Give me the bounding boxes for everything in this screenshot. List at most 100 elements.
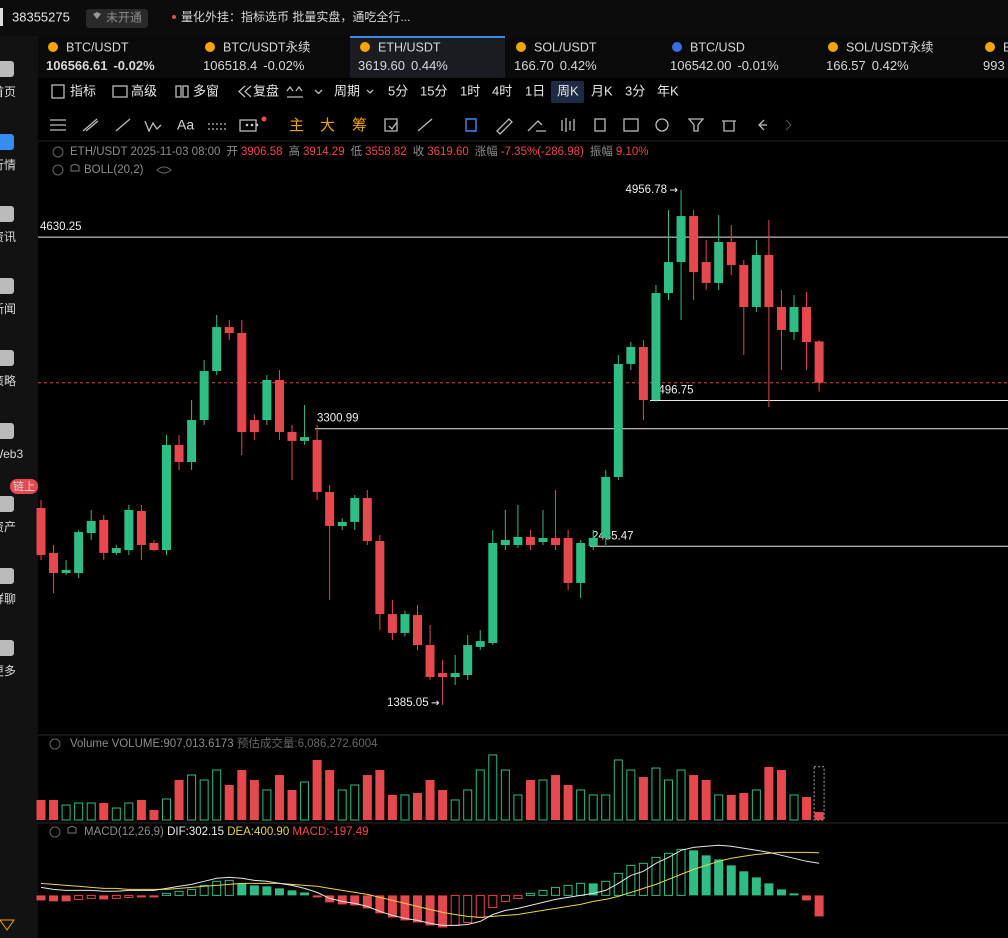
tool-button[interactable]: 高级 [131, 83, 157, 98]
sidebar-label[interactable]: 资产 [0, 520, 16, 534]
ticker-price[interactable]: 166.70 0.42% [514, 58, 597, 73]
note-icon[interactable] [623, 118, 639, 132]
overlay-button[interactable]: 筹 [352, 117, 367, 134]
bars-icon[interactable] [561, 118, 575, 132]
interval-button[interactable]: 3分 [625, 83, 645, 98]
interval-button[interactable]: 15分 [420, 83, 447, 98]
copy-icon[interactable] [465, 118, 477, 132]
sync-icon[interactable] [384, 118, 398, 132]
sidebar-label[interactable]: 更多 [0, 664, 16, 678]
sidebar-label[interactable]: 策略 [0, 373, 16, 388]
candle-body [86, 520, 96, 534]
macd-bar [312, 895, 322, 898]
ticker-price[interactable]: 106542.00 -0.01% [670, 58, 779, 73]
sidebar-label[interactable]: 行情 [0, 158, 16, 172]
eye-icon[interactable] [156, 166, 172, 174]
collapse-icon[interactable] [49, 826, 61, 838]
menu-icon[interactable] [50, 119, 66, 131]
filter-icon[interactable] [687, 118, 705, 132]
ticker-price[interactable]: 3619.60 0.44% [358, 58, 448, 73]
sidebar-icon[interactable] [0, 278, 14, 294]
ticker-price[interactable]: 106566.61 -0.02% [46, 58, 155, 73]
candle-body [475, 641, 485, 647]
ticker-name[interactable]: BTC/USDT永续 [223, 40, 311, 54]
ticker-price[interactable]: 166.57 0.42% [826, 58, 909, 73]
interval-button[interactable]: 5分 [388, 83, 408, 98]
interval-button[interactable]: 周K [557, 83, 579, 98]
wave-icon[interactable] [144, 120, 162, 133]
ray-icon[interactable] [115, 118, 131, 132]
sidebar-icon[interactable] [0, 496, 14, 512]
chevron[interactable] [366, 89, 374, 94]
macd-bar [500, 894, 510, 902]
candle-body [588, 537, 598, 547]
candle-body [387, 614, 397, 633]
measure-icon[interactable] [208, 123, 226, 130]
badge-bg[interactable] [86, 9, 148, 28]
volume-bar [387, 794, 397, 820]
sidebar-label[interactable]: Web3 [0, 447, 23, 461]
redo-icon[interactable] [785, 119, 792, 131]
volume-bar [664, 779, 673, 821]
sidebar-icon[interactable] [0, 206, 14, 222]
ticker-price[interactable]: 106518.4 -0.02% [203, 58, 305, 73]
sidebar-label[interactable]: 首页 [0, 85, 16, 99]
candle-body [274, 379, 284, 433]
volume-bar [86, 802, 96, 821]
macd-bar [325, 895, 335, 903]
field-key: 振幅 [590, 144, 613, 158]
interval-button[interactable]: 1日 [525, 83, 545, 98]
interval-button[interactable]: 4时 [492, 83, 512, 98]
ticker-name[interactable]: BTC/USDT [66, 40, 129, 54]
sidebar-icon[interactable] [0, 640, 14, 656]
volume-bar [751, 789, 761, 821]
macd-bar [174, 890, 184, 896]
sidebar-label[interactable]: 资讯 [0, 230, 16, 244]
sidebar-label[interactable]: 群聊 [0, 592, 16, 606]
interval-button[interactable]: 月K [591, 83, 613, 98]
interval-button[interactable]: 1时 [460, 83, 480, 98]
ticker-name[interactable]: B [1003, 40, 1008, 54]
sidebar-label[interactable]: 新闻 [0, 301, 16, 316]
tool-button[interactable]: 多窗 [193, 83, 219, 98]
ticker-name[interactable]: SOL/USDT永续 [846, 40, 934, 54]
period-button[interactable]: 周期 [334, 83, 360, 98]
volume-header: Volume VOLUME:907,013.6173 预估成交量:6,086,2… [70, 736, 378, 750]
ticker-price[interactable]: 993 [983, 58, 1005, 73]
line-icon[interactable] [82, 118, 99, 132]
undo-icon[interactable] [758, 119, 767, 131]
candle-body [199, 371, 209, 421]
sidebar-icon[interactable] [0, 568, 14, 584]
eraser-icon[interactable] [417, 118, 433, 132]
sidebar-icon[interactable] [0, 423, 14, 439]
tool-button[interactable]: 指标 [70, 83, 96, 98]
ticker-name[interactable]: SOL/USDT [534, 40, 597, 54]
interval-button[interactable]: 年K [657, 83, 679, 98]
text-tool[interactable]: Aa [177, 117, 194, 133]
ruler-icon[interactable] [496, 118, 513, 135]
collapse-icon[interactable] [52, 146, 64, 158]
trash-icon[interactable] [722, 120, 736, 132]
notice-text[interactable]: 量化外挂：指标选币 批量实盘，通吃全行... [181, 9, 410, 24]
candle-body [300, 437, 310, 441]
chevron[interactable] [314, 89, 323, 95]
drawing-toolbar: Aa [50, 116, 792, 135]
overlay-button[interactable]: 大 [320, 117, 335, 134]
collapse-icon[interactable] [52, 164, 64, 176]
collapse-icon[interactable] [49, 738, 61, 750]
volume-bar [714, 794, 724, 821]
sidebar-icon[interactable] [0, 61, 14, 77]
overlay-button[interactable]: 主 [289, 117, 304, 134]
magnet-icon[interactable] [655, 118, 669, 132]
ticker-name[interactable]: ETH/USDT [378, 40, 441, 54]
candle-body [136, 511, 146, 546]
vip-badge[interactable]: 未开通 [106, 11, 142, 25]
sidebar-icon[interactable] [0, 350, 14, 366]
tool-button[interactable]: 复盘 [253, 83, 279, 98]
ticker-name[interactable]: BTC/USD [690, 40, 745, 54]
candle-body [162, 444, 171, 551]
volume-bar [136, 799, 146, 820]
brush-icon[interactable] [527, 120, 546, 132]
lock-icon[interactable] [594, 118, 606, 132]
sidebar-icon[interactable] [0, 134, 14, 150]
